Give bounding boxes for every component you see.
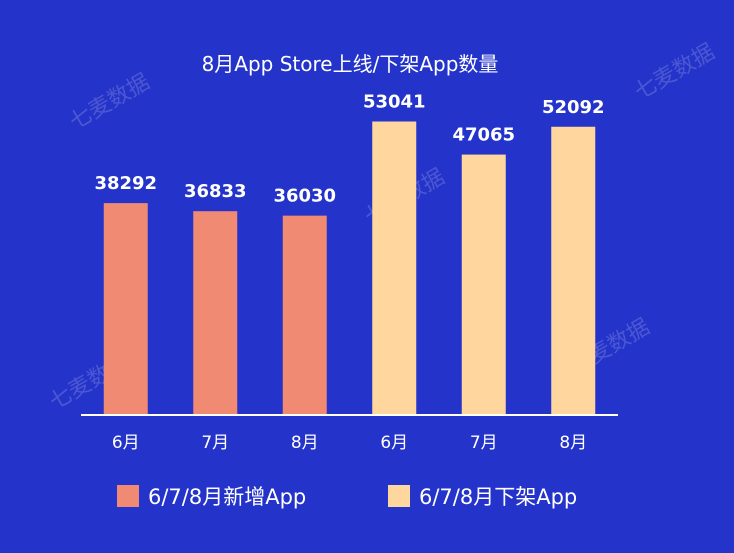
bars-group bbox=[103, 121, 596, 415]
bar-removed-4 bbox=[461, 154, 506, 415]
value-labels-group: 38292 36833 36030 53041 47065 52092 bbox=[94, 92, 604, 207]
legend-label-0: 6/7/8月新增App bbox=[148, 485, 306, 509]
x-tick-label-5: 8月 bbox=[559, 433, 587, 453]
bar-added-0 bbox=[103, 203, 148, 415]
value-label-5: 52092 bbox=[542, 97, 605, 118]
legend-swatch-1 bbox=[388, 485, 410, 507]
x-tick-labels: 6月 7月 8月 6月 7月 8月 bbox=[112, 433, 587, 453]
watermark-4: 七麦数据 bbox=[631, 40, 720, 106]
bar-removed-3 bbox=[372, 121, 417, 415]
value-label-0: 38292 bbox=[94, 173, 157, 194]
value-label-2: 36030 bbox=[273, 186, 336, 207]
value-label-4: 47065 bbox=[452, 125, 515, 146]
x-tick-label-4: 7月 bbox=[470, 433, 498, 453]
chart-title: 8月App Store上线/下架App数量 bbox=[202, 52, 499, 76]
x-tick-label-1: 7月 bbox=[201, 433, 229, 453]
bar-added-2 bbox=[282, 215, 327, 415]
x-tick-label-3: 6月 bbox=[380, 433, 408, 453]
legend-swatch-0 bbox=[117, 485, 139, 507]
value-label-1: 36833 bbox=[184, 181, 247, 202]
bar-removed-5 bbox=[551, 126, 596, 415]
legend-label-1: 6/7/8月下架App bbox=[419, 485, 577, 509]
value-label-3: 53041 bbox=[363, 92, 426, 113]
x-tick-label-2: 8月 bbox=[291, 433, 319, 453]
bar-added-1 bbox=[193, 211, 238, 415]
watermark-0: 七麦数据 bbox=[66, 70, 155, 136]
legend: 6/7/8月新增App 6/7/8月下架App bbox=[117, 485, 577, 509]
x-tick-label-0: 6月 bbox=[112, 433, 140, 453]
